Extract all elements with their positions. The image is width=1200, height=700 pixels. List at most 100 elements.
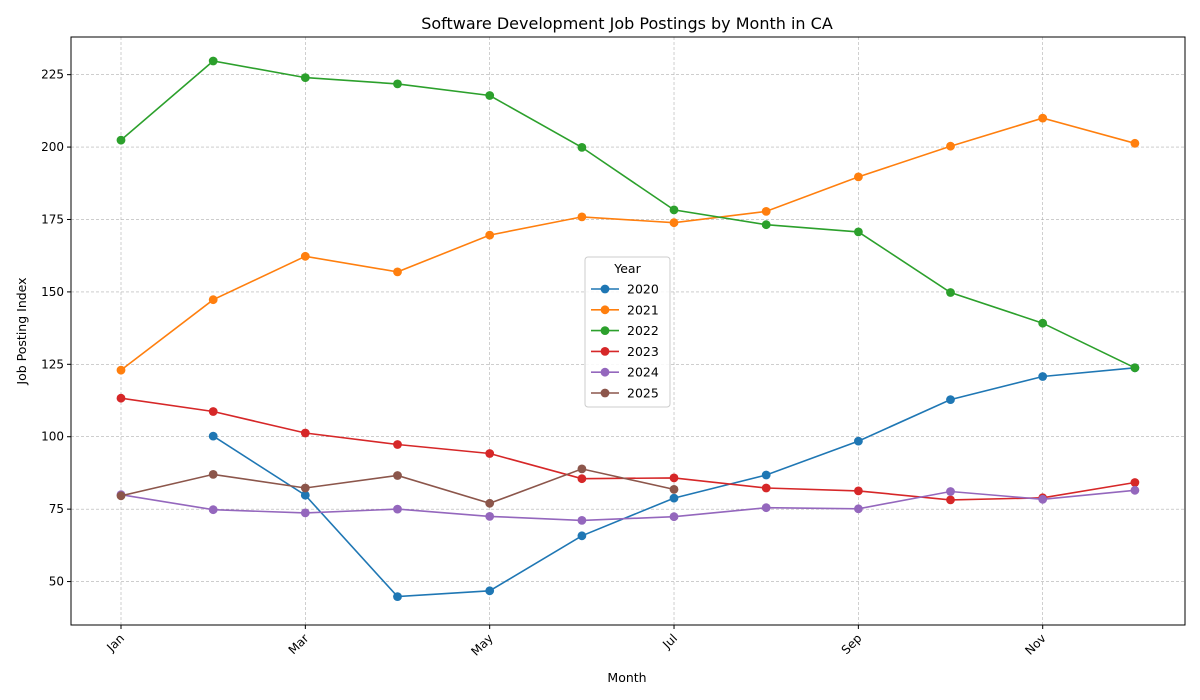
series-line	[120, 60, 1136, 369]
x-tick-label: May	[468, 631, 495, 658]
legend-swatch-marker	[600, 367, 610, 377]
data-point	[761, 470, 771, 480]
legend-label: 2020	[627, 282, 659, 297]
data-point	[1130, 485, 1140, 495]
legend-swatch-marker	[600, 326, 610, 335]
chart-title: Software Development Job Postings by Mon…	[421, 14, 833, 33]
legend-item: 2020	[591, 282, 659, 297]
data-point	[854, 172, 863, 182]
legend-swatch-marker	[600, 305, 610, 315]
data-point	[300, 483, 310, 493]
legend-swatch-marker	[600, 347, 610, 356]
data-point	[485, 91, 495, 100]
data-point	[669, 205, 679, 215]
legend-label: 2022	[627, 323, 659, 338]
data-point	[393, 471, 402, 480]
series-2023	[116, 393, 1140, 505]
legend-label: 2024	[627, 365, 659, 380]
y-tick-label: 50	[49, 575, 64, 589]
data-point	[854, 227, 863, 237]
data-point	[946, 141, 955, 151]
legend-title: Year	[613, 261, 641, 276]
y-tick-label: 100	[41, 430, 64, 444]
data-point	[1130, 478, 1140, 487]
y-axis-ticks: 50 75 100 125 150 175 200 225	[41, 68, 71, 589]
data-point	[208, 295, 218, 305]
legend-item: 2025	[591, 386, 659, 401]
legend-swatch-marker	[600, 284, 610, 294]
y-tick-label: 150	[41, 285, 64, 299]
series-line	[120, 397, 1136, 501]
data-point	[577, 474, 587, 484]
data-point	[485, 449, 495, 458]
y-axis-label: Job Posting Index	[14, 277, 29, 385]
data-point	[300, 428, 310, 438]
data-point	[854, 436, 863, 446]
data-point	[946, 487, 955, 496]
data-point	[669, 473, 679, 483]
data-point	[1038, 372, 1048, 381]
data-point	[946, 395, 955, 404]
series-2022	[116, 56, 1140, 373]
data-point	[669, 493, 679, 503]
data-point	[393, 504, 402, 514]
data-point	[1038, 113, 1048, 123]
data-point	[485, 586, 495, 596]
data-point	[577, 531, 587, 541]
data-point	[300, 251, 310, 261]
data-point	[577, 516, 587, 525]
data-point	[854, 486, 863, 496]
series-2021	[116, 113, 1140, 375]
legend-label: 2021	[627, 302, 659, 317]
y-tick-label: 75	[49, 502, 64, 516]
data-point	[669, 485, 679, 494]
series-line	[120, 489, 1135, 522]
legend-item: 2023	[591, 344, 659, 359]
y-tick-label: 200	[41, 140, 64, 154]
data-point	[116, 491, 126, 501]
data-point	[208, 407, 218, 416]
legend-item: 2021	[591, 302, 659, 317]
data-point	[300, 490, 310, 500]
legend-item: 2024	[591, 365, 659, 380]
data-point	[393, 440, 402, 449]
data-point	[577, 212, 587, 222]
legend-item: 2022	[591, 323, 659, 338]
x-axis-label: Month	[607, 670, 646, 685]
series-2020	[208, 363, 1140, 601]
plot-frame	[70, 36, 1186, 626]
data-point	[669, 512, 679, 522]
data-point	[485, 498, 495, 508]
data-point	[761, 503, 771, 513]
legend-items: 2020 2021 2022 2023 2024 2025	[591, 282, 659, 401]
data-point	[300, 73, 310, 82]
data-point	[946, 495, 955, 505]
data-point	[669, 218, 679, 228]
legend-swatch-marker	[600, 388, 610, 398]
y-tick-label: 225	[41, 68, 64, 82]
data-point	[577, 464, 587, 474]
series-2025	[116, 464, 679, 508]
data-point	[393, 267, 402, 277]
data-point	[116, 135, 126, 145]
data-point	[761, 220, 771, 230]
data-point	[116, 393, 126, 403]
x-tick-label: Mar	[286, 631, 312, 657]
data-point	[208, 470, 218, 479]
series-line	[120, 117, 1136, 371]
data-point	[208, 431, 218, 441]
data-point	[208, 56, 218, 66]
data-point	[485, 230, 495, 240]
data-point	[1130, 138, 1140, 148]
series-layer	[116, 56, 1140, 601]
data-point	[854, 504, 863, 514]
data-point	[1038, 318, 1048, 328]
x-tick-label: Jul	[659, 631, 680, 652]
x-tick-label: Sep	[839, 631, 865, 657]
x-axis-ticks: Jan Mar May Jul Sep Nov	[103, 625, 1049, 659]
data-point	[300, 508, 310, 518]
series-2024	[116, 485, 1140, 525]
legend-label: 2023	[627, 344, 659, 359]
data-point	[577, 143, 587, 152]
